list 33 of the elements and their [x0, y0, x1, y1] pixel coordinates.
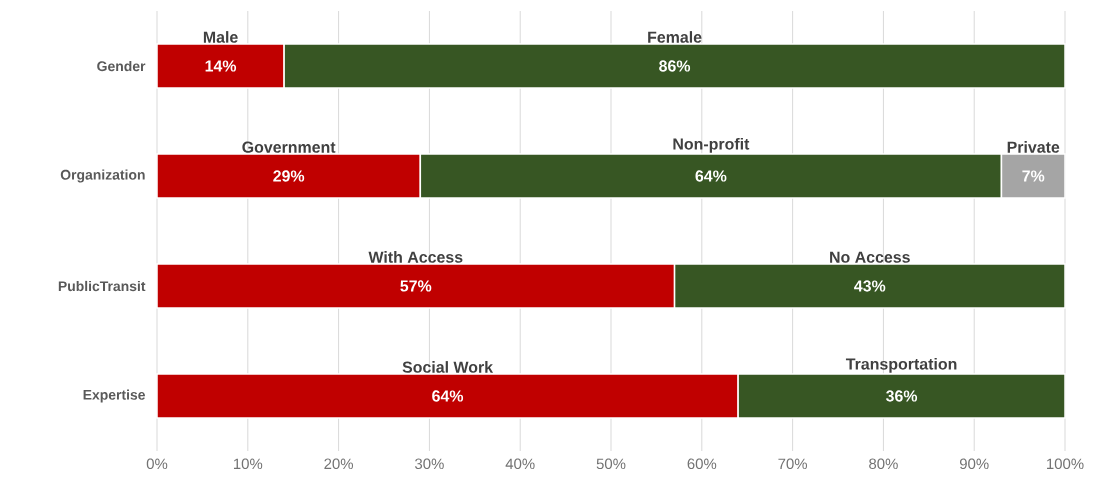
x-tick-label: 40%: [505, 458, 535, 470]
annotation: Social Work: [402, 361, 494, 373]
x-tick-label: 70%: [778, 458, 808, 470]
data-label: 36%: [885, 390, 918, 402]
x-tick-label: 80%: [869, 458, 898, 470]
data-label: 86%: [659, 60, 691, 72]
y-tick-label: Gender: [97, 60, 146, 72]
y-tick-label: Expertise: [83, 389, 145, 403]
y-tick-label: PublicTransit: [58, 280, 146, 292]
x-tick-label: 0%: [146, 458, 168, 470]
annotation: Transportation: [845, 357, 957, 373]
data-label: 7%: [1022, 170, 1045, 182]
data-label: 29%: [273, 170, 305, 182]
x-tick-label: 100%: [1047, 458, 1084, 470]
data-label: 64%: [695, 170, 727, 182]
x-tick-label: 60%: [687, 458, 717, 470]
annotation: Non-profit: [673, 137, 750, 153]
data-label: 43%: [854, 280, 886, 292]
x-tick-label: 10%: [233, 458, 263, 470]
data-label: 14%: [205, 60, 237, 72]
annotation: Government: [242, 141, 336, 153]
data-label: 64%: [432, 390, 464, 402]
annotation: With Access: [368, 251, 463, 263]
annotation: Female: [648, 31, 702, 43]
data-label: 57%: [400, 280, 432, 292]
x-tick-label: 90%: [959, 458, 989, 470]
y-tick-label: Organization: [60, 169, 145, 183]
annotation: Male: [203, 31, 238, 43]
x-tick-label: 30%: [415, 458, 444, 470]
x-tick-label: 50%: [596, 458, 626, 470]
annotation: No Access: [830, 251, 910, 263]
annotation: Private: [1007, 141, 1060, 153]
x-tick-label: 20%: [324, 458, 354, 470]
